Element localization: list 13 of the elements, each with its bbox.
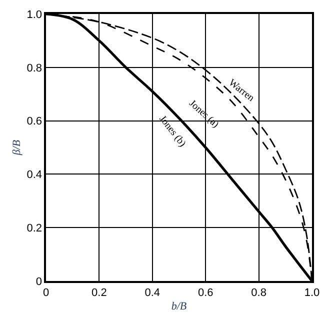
x-axis-title: b/B	[171, 300, 187, 313]
y-tick-label: 0.6	[26, 116, 42, 128]
x-tick-label: 1.0	[304, 286, 320, 299]
y-tick-label: 0	[36, 276, 42, 288]
x-tick-label: 0.6	[198, 286, 214, 299]
x-tick-label: 0.4	[144, 286, 160, 299]
y-tick-label: 0.4	[26, 169, 42, 182]
y-tick-label: 0.2	[26, 222, 42, 234]
x-tick-label: 0.2	[92, 286, 107, 299]
y-axis-title: β/B	[10, 140, 23, 156]
x-tick-label: 0.8	[251, 286, 266, 299]
y-tick-label: 0.8	[26, 62, 42, 74]
y-tick-label: 1.0	[26, 8, 42, 21]
